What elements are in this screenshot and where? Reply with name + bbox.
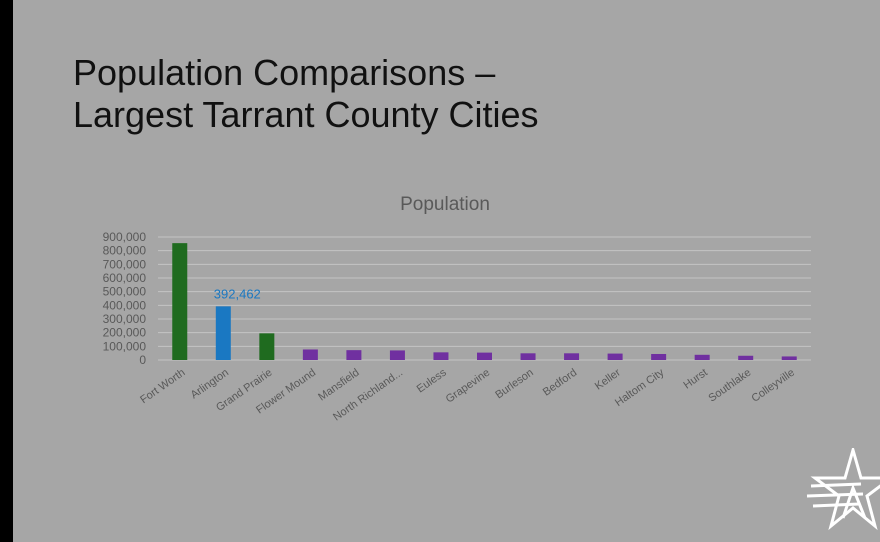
y-tick-label: 100,000 <box>103 339 147 353</box>
y-tick-label: 300,000 <box>103 312 147 326</box>
bar-grand-prairie <box>259 333 275 360</box>
y-tick-label: 700,000 <box>103 257 147 271</box>
x-category-label: Bedford <box>541 367 579 399</box>
slide-title-line-2: Largest Tarrant County Cities <box>73 94 539 135</box>
x-category-label: Fort Worth <box>138 367 187 407</box>
bar-bedford <box>564 353 580 360</box>
bar-flower-mound <box>302 349 318 360</box>
x-category-label: Keller <box>593 366 623 392</box>
bars <box>172 243 797 360</box>
y-tick-label: 0 <box>139 353 146 367</box>
bar-mansfield <box>346 350 362 360</box>
bar-grapevine <box>477 352 492 360</box>
population-bar-chart: Population 0100,000200,000300,000400,000… <box>103 194 811 423</box>
y-tick-label: 400,000 <box>103 298 147 312</box>
data-label: 392,462 <box>214 286 261 301</box>
bar-haltom-city <box>651 353 667 360</box>
x-category-label: Hurst <box>681 367 709 392</box>
y-tick-label: 800,000 <box>103 244 147 258</box>
bar-arlington <box>215 306 231 360</box>
slide-title-line-1: Population Comparisons – <box>73 52 496 93</box>
bar-hurst <box>694 354 710 360</box>
bar-keller <box>607 353 623 360</box>
labels: 0100,000200,000300,000400,000500,000600,… <box>103 230 797 423</box>
x-category-label: Burleson <box>493 367 535 402</box>
chart-title: Population <box>400 194 490 215</box>
bar-burleson <box>520 353 536 360</box>
y-tick-label: 900,000 <box>103 230 147 244</box>
bar-euless <box>433 352 449 360</box>
bar-colleyville <box>781 356 797 360</box>
y-tick-label: 600,000 <box>103 271 147 285</box>
gridlines <box>158 236 811 361</box>
x-category-label: Grapevine <box>444 367 492 406</box>
bar-southlake <box>738 355 754 360</box>
bar-fort-worth <box>172 243 188 360</box>
x-category-label: Southlake <box>706 367 753 405</box>
x-category-label: Colleyville <box>749 367 796 405</box>
x-category-label: Haltom City <box>613 366 667 409</box>
star-logo-icon <box>803 444 880 542</box>
y-tick-label: 500,000 <box>103 285 147 299</box>
bar-north-richland <box>389 350 405 360</box>
y-tick-label: 200,000 <box>103 326 147 340</box>
slide: Population Comparisons – Largest Tarrant… <box>13 0 880 542</box>
slide-title: Population Comparisons – Largest Tarrant… <box>73 52 539 136</box>
x-category-label: Euless <box>415 366 449 395</box>
